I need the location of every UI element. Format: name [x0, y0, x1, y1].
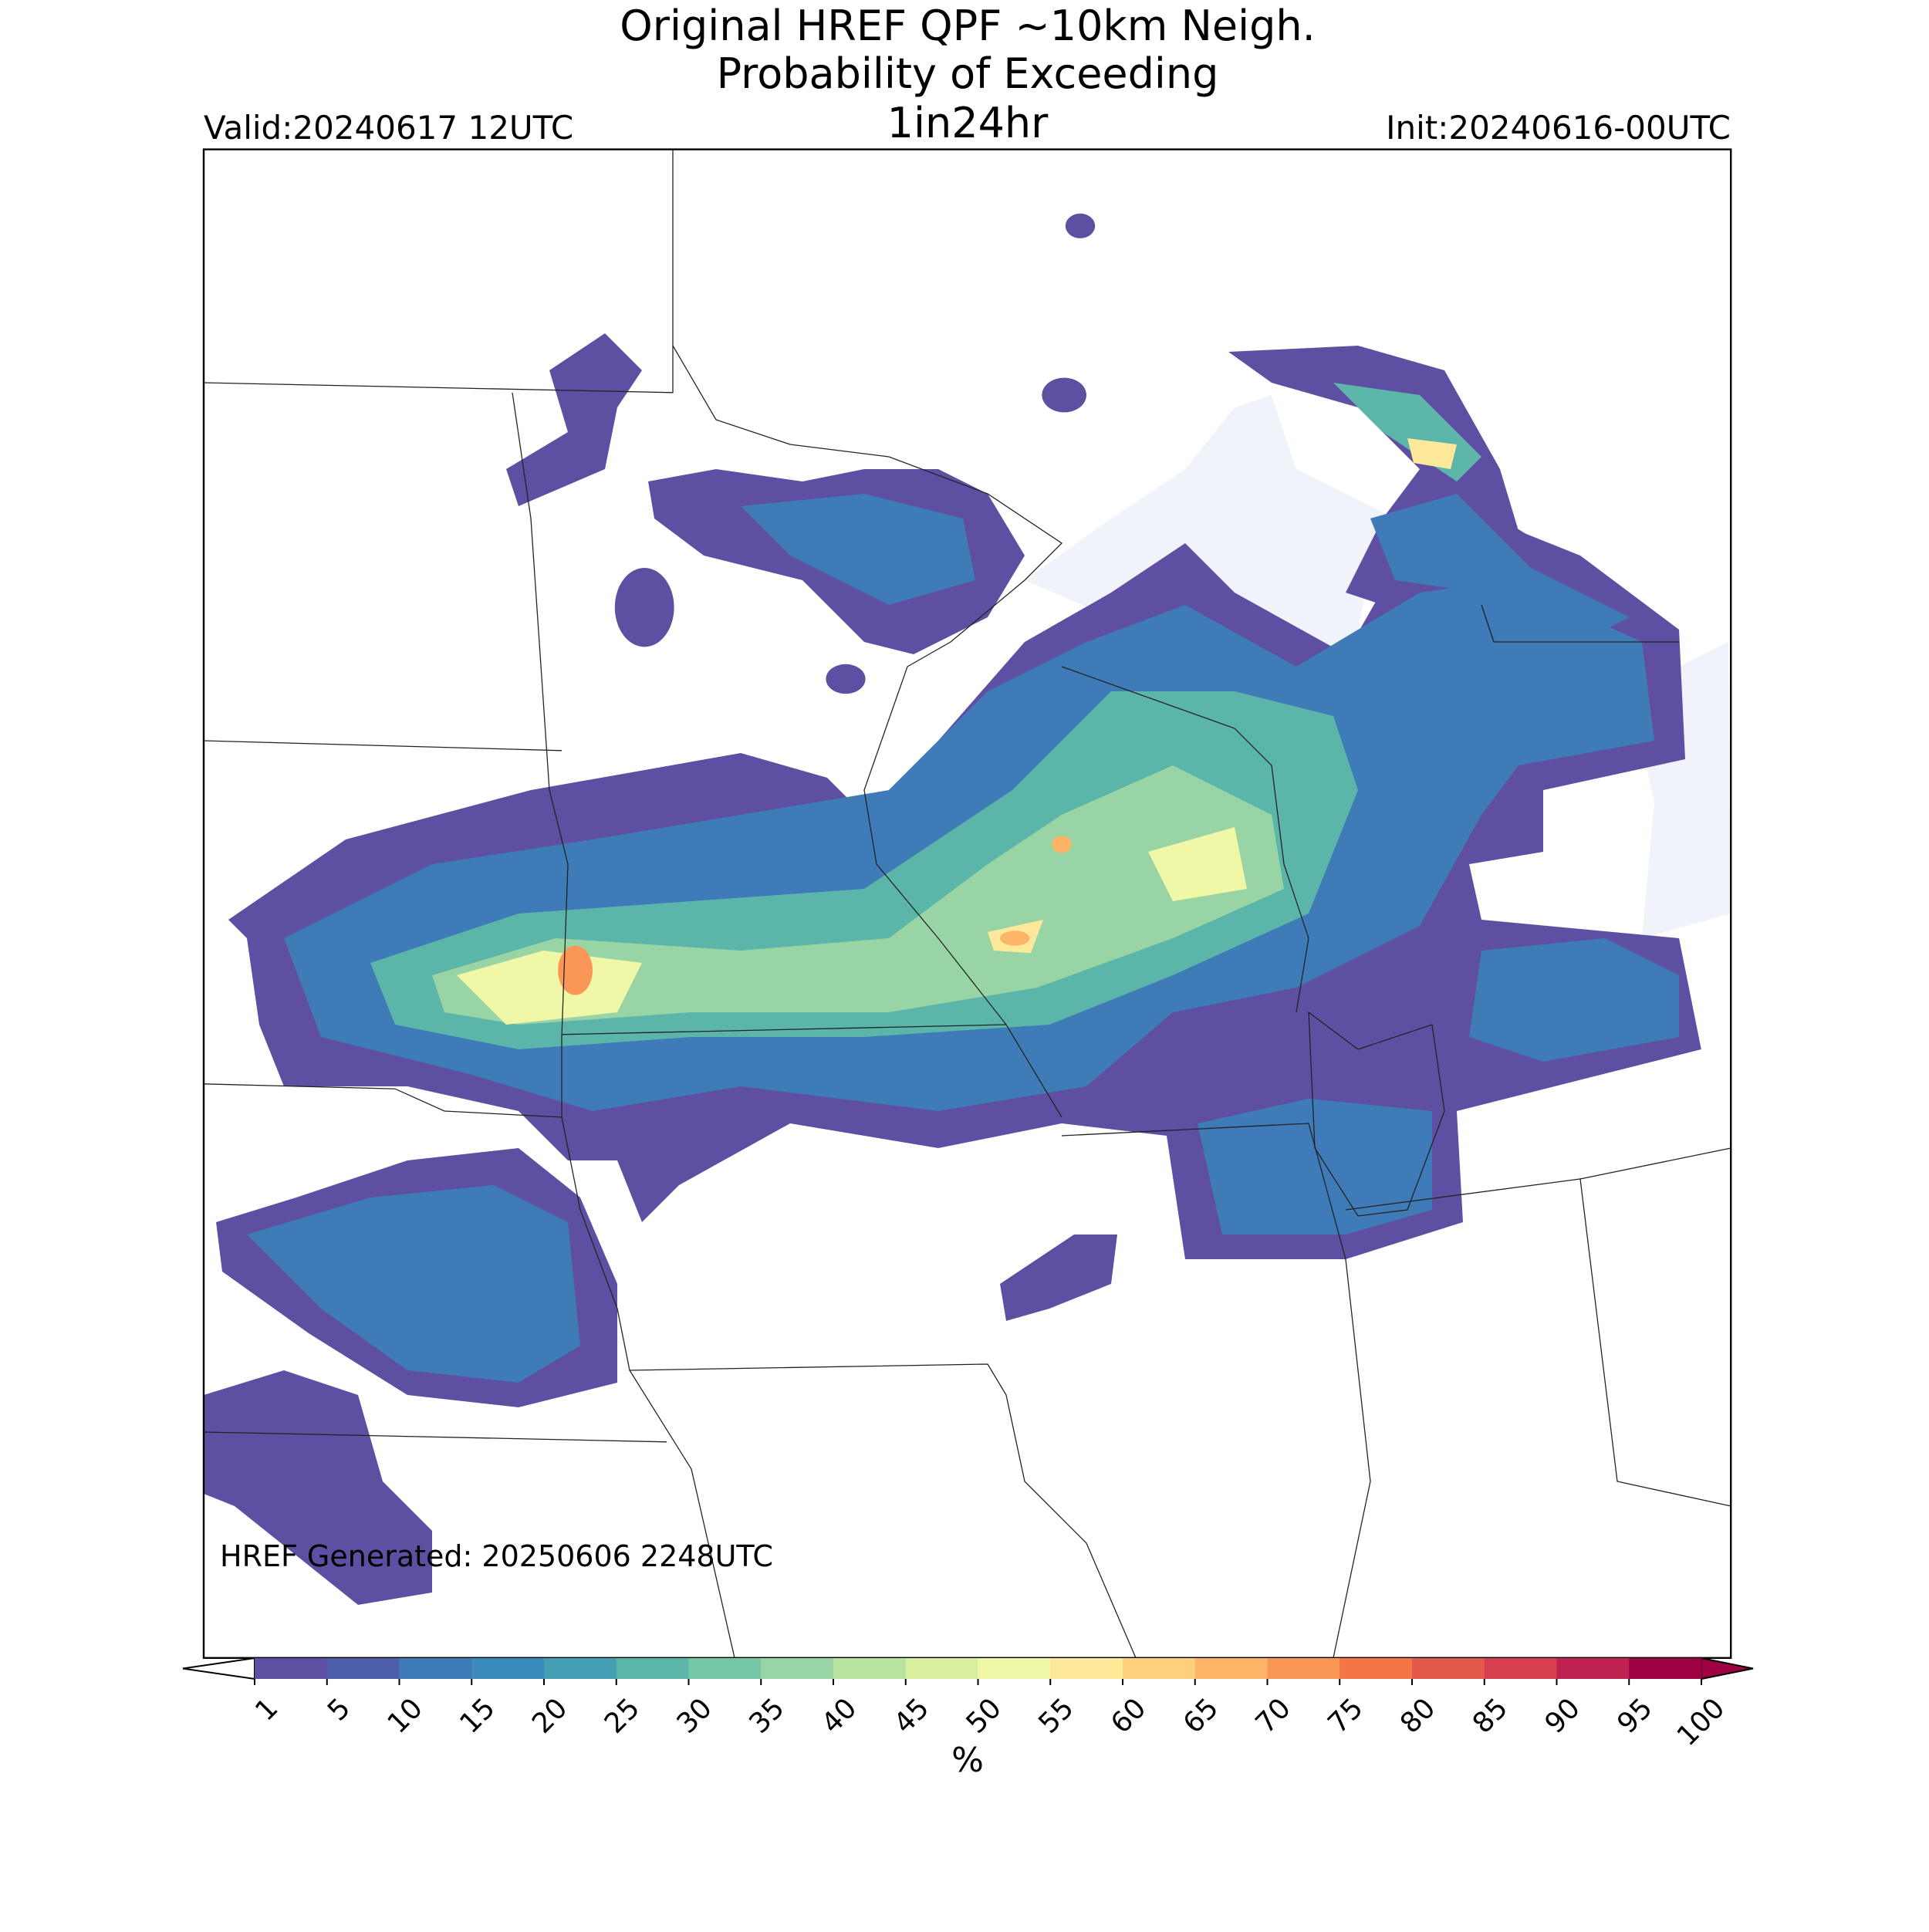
colorbar-under [182, 1657, 255, 1680]
map-frame [202, 148, 1732, 1660]
precip-6 [1000, 931, 1030, 946]
colorbar-segment [1412, 1658, 1485, 1679]
border [204, 1431, 667, 1443]
colorbar-segment [544, 1658, 617, 1679]
map [202, 148, 1732, 1660]
colorbar-tick-label: 55 [1032, 1692, 1079, 1739]
colorbar-segment [905, 1658, 978, 1679]
colorbar-segment [1629, 1658, 1702, 1679]
colorbar-segment [1050, 1658, 1123, 1679]
border [512, 392, 735, 1658]
colorbar-tick-label: 15 [454, 1692, 501, 1739]
colorbar-segment [761, 1658, 834, 1679]
colorbar-segment [399, 1658, 472, 1679]
border [204, 149, 674, 393]
colorbar-tick-label: 100 [1671, 1692, 1731, 1752]
precip-1 [506, 333, 642, 506]
colorbar-tick-label: 10 [382, 1692, 429, 1739]
valid-time: Valid:20240617 12UTC [204, 109, 573, 147]
colorbar-tick-label: 35 [743, 1692, 790, 1739]
precip-2 [1370, 494, 1630, 642]
precip-2 [741, 494, 975, 605]
precip-1 [1042, 377, 1086, 413]
precip-5 [457, 951, 642, 1025]
colorbar-segment [616, 1658, 689, 1679]
colorbar-over [1701, 1657, 1754, 1680]
precip-2 [1198, 1099, 1432, 1235]
border [672, 345, 1063, 1118]
colorbar-tick-label: 85 [1467, 1692, 1514, 1739]
colorbar-tick-label: 25 [599, 1692, 646, 1739]
colorbar-segment [1267, 1658, 1340, 1679]
precip-1 [1000, 1235, 1117, 1321]
border [1579, 1147, 1731, 1180]
title-line: Probability of Exceeding [717, 49, 1219, 98]
precip-2 [1469, 938, 1679, 1062]
precip-6 [1052, 836, 1072, 853]
border [561, 1024, 1007, 1035]
colorbar-segment [833, 1658, 907, 1679]
colorbar-tick-label: 5 [322, 1692, 356, 1727]
border [629, 1363, 1137, 1658]
colorbar-tick-label: 20 [526, 1692, 573, 1739]
colorbar-segment [471, 1658, 545, 1679]
colorbar-tick-label: 60 [1105, 1692, 1152, 1739]
border [204, 740, 562, 752]
colorbar-tick-label: 30 [671, 1692, 718, 1739]
colorbar-segment [688, 1658, 762, 1679]
colorbar-tick-label: 40 [816, 1692, 863, 1739]
colorbar-tick-label: 80 [1394, 1692, 1441, 1739]
colorbar-segment [1556, 1658, 1630, 1679]
precip-5 [1148, 827, 1247, 901]
border [1308, 1011, 1445, 1217]
border [1345, 1178, 1731, 1507]
border [1481, 604, 1680, 643]
precip-1 [614, 568, 674, 647]
colorbar-tick-label: 50 [961, 1692, 1008, 1739]
generated-note: HREF Generated: 20250606 2248UTC [220, 1539, 773, 1573]
precip-1 [204, 1370, 433, 1606]
colorbar-tick-label: 65 [1177, 1692, 1225, 1739]
colorbar-segment [326, 1658, 400, 1679]
colorbar-label: % [951, 1741, 984, 1780]
colorbar-tick-label: 75 [1322, 1692, 1369, 1739]
border [1061, 1123, 1371, 1658]
colorbar-tick-label: 1 [249, 1692, 284, 1727]
precip-2 [247, 1185, 580, 1383]
title-line: Original HREF QPF ~10km Neigh. [620, 2, 1316, 50]
colorbar-tick-label: 70 [1250, 1692, 1297, 1739]
init-time: Init:20240616-00UTC [1386, 109, 1731, 147]
colorbar-tick-label: 95 [1611, 1692, 1658, 1739]
colorbar-segment [1484, 1658, 1557, 1679]
colorbar-tick-label: 45 [888, 1692, 935, 1739]
colorbar-segment [1123, 1658, 1196, 1679]
precip-4 [432, 765, 1284, 1025]
colorbar-segment [1194, 1658, 1268, 1679]
precip-5 [1407, 438, 1457, 469]
colorbar-segment [255, 1658, 328, 1679]
border [204, 1083, 562, 1118]
colorbar-segment [1339, 1658, 1413, 1679]
precip-1 [1065, 213, 1096, 238]
precip-1 [826, 664, 866, 694]
colorbar-tick-label: 90 [1539, 1692, 1586, 1739]
threshold: 1in24hr [887, 99, 1049, 147]
border [1061, 666, 1309, 1013]
colorbar-segment [978, 1658, 1051, 1679]
precip-6 [558, 945, 593, 995]
